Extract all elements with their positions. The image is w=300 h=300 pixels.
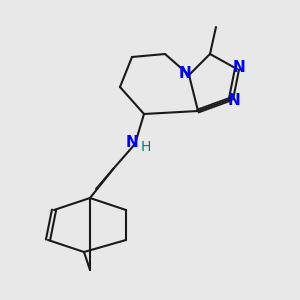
Text: N: N	[126, 135, 138, 150]
Text: N: N	[232, 60, 245, 75]
Text: N: N	[178, 66, 191, 81]
Text: N: N	[228, 93, 240, 108]
Text: H: H	[140, 140, 151, 154]
